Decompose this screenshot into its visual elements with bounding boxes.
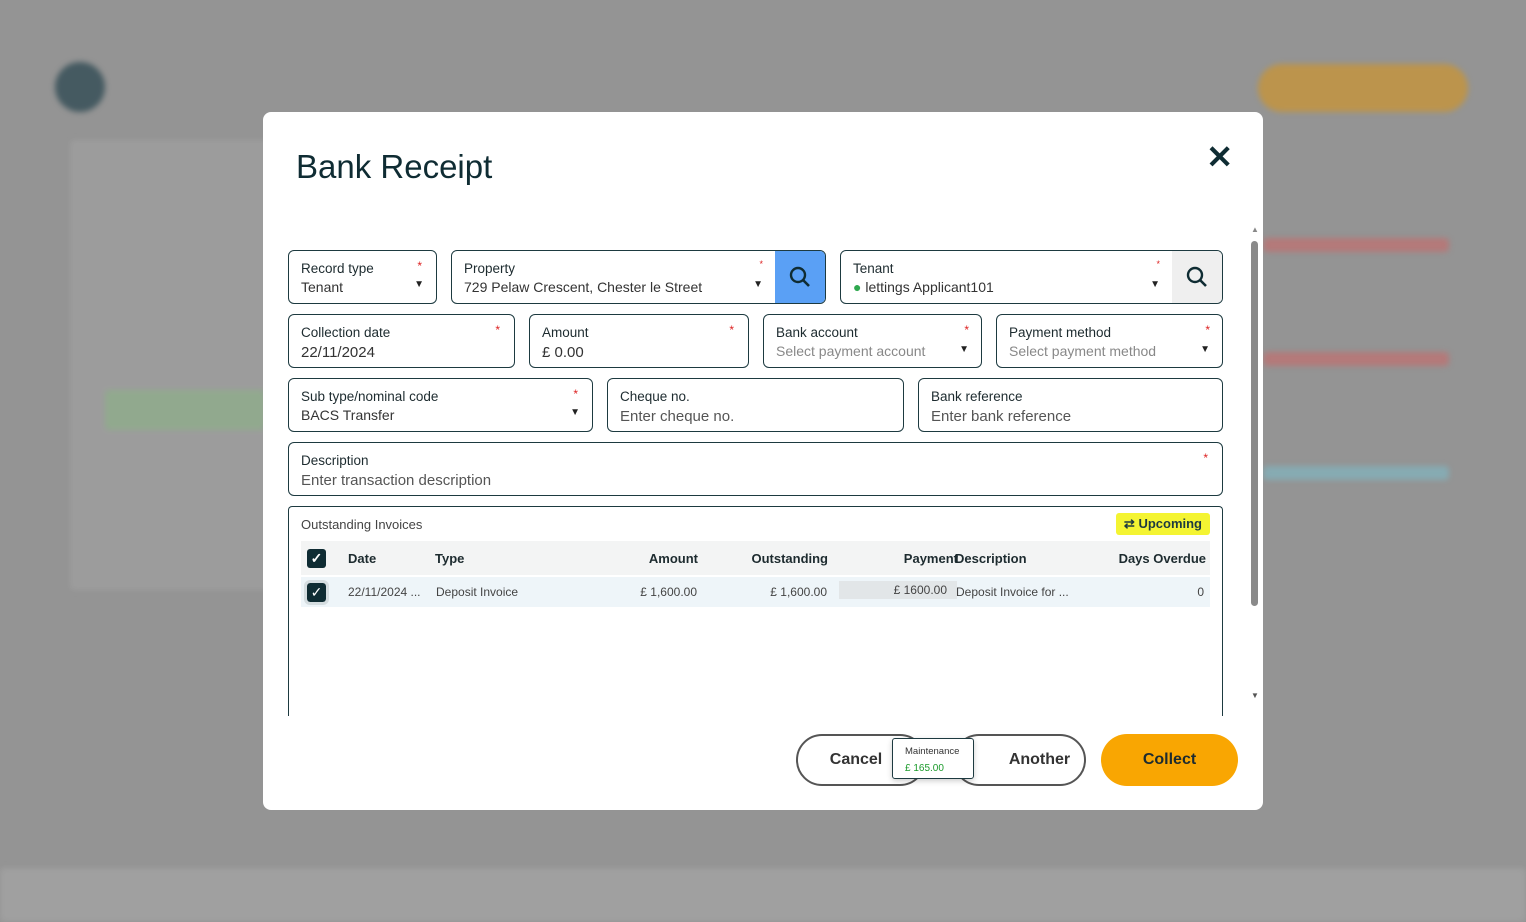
cell-outstanding: £ 1,600.00	[770, 585, 827, 599]
status-dot-icon: ●	[853, 279, 862, 295]
chevron-down-icon: ▼	[414, 279, 424, 290]
bank-account-select[interactable]: Bank account Select payment account * ▼	[763, 314, 982, 368]
value: 22/11/2024	[301, 344, 375, 361]
chevron-down-icon: ▼	[1200, 344, 1210, 355]
label: Property	[464, 261, 516, 276]
col-description: Description	[955, 551, 1027, 566]
label: Record type	[301, 261, 374, 276]
tenant-select[interactable]: Tenant ● lettings Applicant101 * ▼	[840, 250, 1223, 304]
outstanding-invoices-panel: Outstanding Invoices ⇄ Upcoming ✓ Date T…	[288, 506, 1223, 716]
maintenance-tooltip: Maintenance £ 165.00	[892, 738, 974, 779]
search-icon	[1186, 266, 1207, 287]
bank-receipt-dialog: Bank Receipt ✕ Record type Tenant * ▼ Pr…	[263, 112, 1263, 810]
record-type-select[interactable]: Record type Tenant * ▼	[288, 250, 437, 304]
cell-date: 22/11/2024 ...	[348, 585, 421, 599]
chevron-down-icon: ▼	[1150, 279, 1160, 290]
dialog-title: Bank Receipt	[296, 148, 493, 185]
required-mark: *	[964, 323, 969, 337]
select-all-checkbox[interactable]: ✓	[307, 549, 326, 568]
col-type: Type	[435, 551, 465, 566]
placeholder: Select payment account	[776, 343, 926, 359]
value: 729 Pelaw Crescent, Chester le Street	[464, 279, 703, 295]
collect-button[interactable]: Collect	[1101, 734, 1238, 786]
upcoming-button[interactable]: ⇄ Upcoming	[1115, 513, 1210, 535]
label: Bank account	[776, 325, 858, 340]
table-row[interactable]: ✓ 22/11/2024 ... Deposit Invoice £ 1,600…	[301, 577, 1210, 607]
value: £ 0.00	[542, 344, 584, 361]
chevron-down-icon: ▼	[959, 344, 969, 355]
label: Collection date	[301, 325, 391, 340]
required-mark: *	[573, 387, 578, 401]
scrollbar[interactable]: ▲ ▼	[1251, 225, 1259, 700]
required-mark: *	[1203, 451, 1208, 465]
required-mark: *	[1156, 259, 1160, 269]
placeholder: Enter bank reference	[931, 408, 1072, 425]
table-header: ✓ Date Type Amount Outstanding Payment D…	[301, 541, 1210, 575]
cell-amount: £ 1,600.00	[640, 585, 697, 599]
col-payment: Payment	[903, 551, 958, 566]
collection-date-input[interactable]: Collection date 22/11/2024 *	[288, 314, 515, 368]
search-icon	[789, 266, 810, 287]
col-days-overdue: Days Overdue	[1118, 551, 1206, 566]
row-checkbox[interactable]: ✓	[304, 580, 329, 605]
required-mark: *	[759, 259, 763, 269]
swap-icon: ⇄	[1123, 516, 1135, 531]
placeholder: Enter cheque no.	[620, 408, 735, 425]
label: Cheque no.	[620, 389, 690, 404]
label: Description	[301, 453, 369, 468]
col-amount: Amount	[648, 551, 698, 566]
tenant-search-button[interactable]	[1172, 251, 1222, 303]
label: Sub type/nominal code	[301, 389, 439, 404]
panel-title: Outstanding Invoices	[301, 517, 423, 532]
col-date: Date	[348, 551, 377, 566]
upcoming-label: Upcoming	[1138, 516, 1202, 531]
cell-days-overdue: 0	[1197, 585, 1204, 599]
chevron-down-icon: ▼	[753, 279, 763, 290]
description-input[interactable]: Description Enter transaction descriptio…	[288, 442, 1223, 496]
property-select[interactable]: Property 729 Pelaw Crescent, Chester le …	[451, 250, 826, 304]
property-search-button[interactable]	[775, 251, 825, 303]
payment-input[interactable]: £ 1600.00	[839, 581, 957, 599]
label: Payment method	[1009, 325, 1112, 340]
tooltip-value: £ 165.00	[905, 763, 944, 774]
required-mark: *	[417, 259, 422, 273]
close-icon[interactable]: ✕	[1206, 139, 1233, 175]
value: lettings Applicant101	[865, 279, 994, 295]
chevron-down-icon: ▼	[570, 407, 580, 418]
cell-description: Deposit Invoice for ...	[956, 585, 1069, 599]
payment-method-select[interactable]: Payment method Select payment method * ▼	[996, 314, 1223, 368]
amount-input[interactable]: Amount £ 0.00 *	[529, 314, 749, 368]
value: Tenant	[301, 279, 344, 295]
label: Tenant	[853, 261, 894, 276]
sub-type-select[interactable]: Sub type/nominal code BACS Transfer * ▼	[288, 378, 593, 432]
placeholder: Enter transaction description	[301, 472, 492, 489]
required-mark: *	[1205, 323, 1210, 337]
value: BACS Transfer	[301, 407, 395, 423]
tooltip-label: Maintenance	[905, 746, 960, 757]
col-outstanding: Outstanding	[751, 551, 828, 566]
required-mark: *	[495, 323, 500, 337]
cheque-no-input[interactable]: Cheque no. Enter cheque no.	[607, 378, 904, 432]
required-mark: *	[729, 323, 734, 337]
placeholder: Select payment method	[1009, 343, 1157, 359]
scrollbar-thumb[interactable]	[1251, 241, 1258, 606]
cell-type: Deposit Invoice	[436, 585, 519, 599]
label: Amount	[542, 325, 589, 340]
bank-reference-input[interactable]: Bank reference Enter bank reference	[918, 378, 1223, 432]
label: Bank reference	[931, 389, 1023, 404]
